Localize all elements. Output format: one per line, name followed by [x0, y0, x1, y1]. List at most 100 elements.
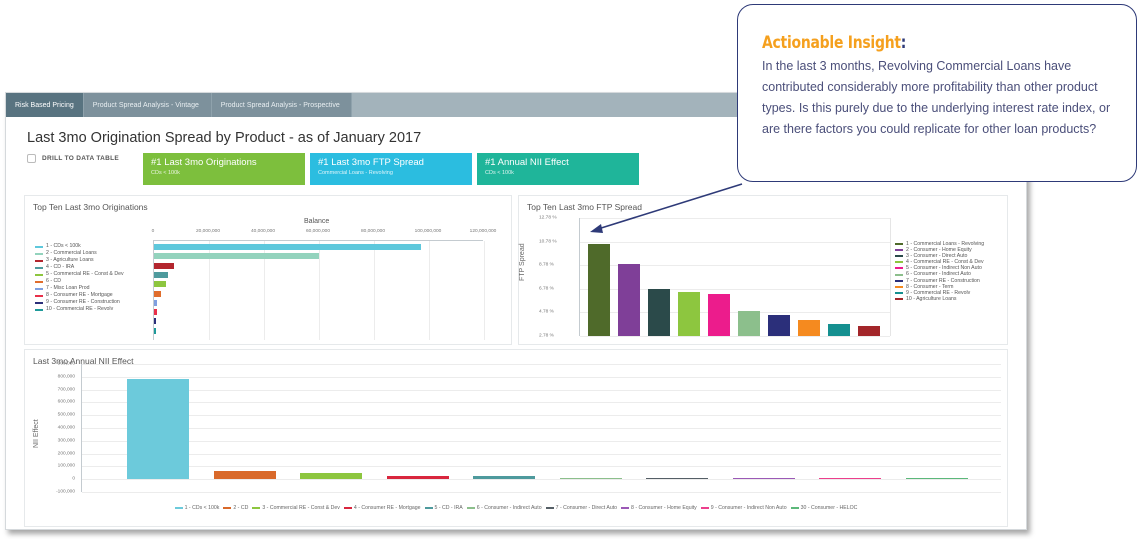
legend-label: 8 - Consumer RE - Mortgage — [46, 292, 113, 298]
legend-item[interactable]: 2 - Commercial Loans — [35, 250, 124, 257]
legend-item[interactable]: 4 - CD - IRA — [35, 264, 124, 271]
legend-swatch-icon — [35, 280, 43, 283]
chart-legend: 1 - CDs < 100k 2 - Commercial Loans 3 - Ag… — [35, 243, 124, 313]
legend-item[interactable]: 4 - Consumer RE - Mortgage — [343, 505, 421, 511]
plot-area — [81, 364, 1001, 493]
legend-item[interactable]: 5 - Commercial RE - Const & Dev — [35, 271, 124, 278]
drill-to-data-table-checkbox[interactable]: DRILL TO DATA TABLE — [27, 154, 119, 163]
legend-item[interactable]: 8 - Consumer - Home Equity — [621, 505, 697, 511]
bar[interactable] — [154, 309, 157, 316]
legend-item[interactable]: 1 - CDs < 100k — [35, 243, 124, 250]
bar[interactable] — [154, 290, 162, 297]
bar[interactable] — [154, 318, 157, 325]
callout-title-text: Actionable Insight — [762, 33, 901, 53]
legend-item[interactable]: 2 - CD — [223, 505, 248, 511]
bar[interactable] — [858, 326, 880, 336]
callout-body: In the last 3 months, Revolving Commerci… — [762, 59, 1111, 136]
legend-item[interactable]: 3 - Commercial RE - Const & Dev — [252, 505, 340, 511]
gridline — [484, 241, 485, 340]
bar[interactable] — [738, 310, 760, 336]
bar[interactable] — [708, 294, 730, 336]
callout-title: Actionable Insight: — [762, 33, 1057, 53]
bar[interactable] — [386, 476, 449, 480]
tab-product-spread-prospective[interactable]: Product Spread Analysis - Prospective — [211, 93, 352, 117]
bar[interactable] — [154, 327, 157, 334]
legend-label: 9 - Commercial RE - Revolv — [906, 289, 971, 296]
legend-item[interactable]: 9 - Commercial RE - Revolv — [895, 290, 984, 296]
legend-label: 30 - Consumer - HELOC — [800, 505, 858, 511]
bar[interactable] — [300, 473, 362, 480]
gridline — [82, 466, 1001, 468]
bar[interactable] — [473, 476, 535, 480]
legend-item[interactable]: 2 - Consumer - Home Equity — [895, 247, 984, 253]
legend-item[interactable]: 7 - Misc Loan Prod — [35, 285, 124, 292]
kpi-ftp-spread[interactable]: #1 Last 3mo FTP Spread Commercial Loans … — [310, 153, 472, 185]
bar[interactable] — [154, 271, 169, 278]
legend-label: 6 - Consumer - Indirect Auto — [476, 505, 542, 511]
legend-item[interactable]: 10 - Agriculture Loans — [895, 296, 984, 302]
legend-item[interactable]: 1 - CDs < 100k — [174, 505, 219, 511]
legend-item[interactable]: 9 - Consumer RE - Construction — [35, 299, 124, 306]
legend-item[interactable]: 7 - Consumer - Direct Auto — [545, 505, 617, 511]
legend-item[interactable]: 4 - Commercial RE - Const & Dev — [895, 259, 984, 265]
kpi-title: #1 Last 3mo FTP Spread — [318, 157, 424, 168]
bar[interactable] — [905, 477, 968, 480]
legend-item[interactable]: 30 - Consumer - HELOC — [790, 505, 858, 511]
y-tick-label: 900,000 — [57, 361, 75, 367]
y-tick-label: 100,000 — [57, 463, 75, 469]
bar[interactable] — [127, 379, 189, 480]
legend-item[interactable]: 6 - CD — [35, 278, 124, 285]
legend-item[interactable]: 8 - Consumer - Term — [895, 284, 984, 290]
legend-item[interactable]: 10 - Commercial RE - Revolv — [35, 306, 124, 313]
tab-product-spread-vintage[interactable]: Product Spread Analysis - Vintage — [83, 93, 212, 117]
legend-item[interactable]: 3 - Consumer - Direct Auto — [895, 253, 984, 259]
bar[interactable] — [154, 281, 166, 288]
bar[interactable] — [154, 244, 421, 250]
gridline — [82, 440, 1001, 442]
gridline — [82, 389, 1001, 391]
bar[interactable] — [819, 477, 881, 480]
legend-swatch-icon — [895, 285, 903, 288]
legend-item[interactable]: 3 - Agriculture Loans — [35, 257, 124, 264]
bar[interactable] — [648, 288, 670, 336]
bar[interactable] — [559, 477, 622, 480]
bar[interactable] — [154, 253, 319, 260]
legend-item[interactable]: 5 - CD - IRA — [424, 505, 463, 511]
legend-swatch-icon — [35, 245, 43, 248]
bar[interactable] — [154, 262, 174, 269]
gridline — [209, 241, 210, 340]
legend-item[interactable]: 6 - Consumer - Indirect Auto — [895, 271, 984, 277]
bar[interactable] — [646, 477, 708, 480]
checkbox-icon[interactable] — [27, 154, 36, 163]
x-tick-label: 80,000,000 — [360, 229, 386, 234]
bar[interactable] — [154, 299, 158, 306]
chart-legend: 1 - Commercial Loans - Revolving 2 - Cons… — [895, 241, 984, 302]
bar[interactable] — [732, 477, 795, 480]
legend-item[interactable]: 5 - Consumer - Indirect Non Auto — [895, 265, 984, 271]
gridline — [319, 241, 320, 340]
x-tick-label: 20,000,000 — [195, 229, 221, 234]
bar[interactable] — [618, 263, 640, 336]
bar[interactable] — [828, 323, 850, 336]
legend-label: 6 - CD — [46, 278, 61, 284]
legend-item[interactable]: 8 - Consumer RE - Mortgage — [35, 292, 124, 299]
legend-item[interactable]: 7 - Consumer RE - Construction — [895, 278, 984, 284]
legend-label: 2 - Consumer - Home Equity — [906, 247, 972, 254]
bar[interactable] — [678, 292, 700, 336]
bar[interactable] — [588, 243, 610, 336]
legend-item[interactable]: 9 - Consumer - Indirect Non Auto — [700, 505, 787, 511]
bar[interactable] — [768, 314, 790, 336]
y-tick-label: 300,000 — [57, 438, 75, 444]
kpi-originations[interactable]: #1 Last 3mo Originations CDs < 100k — [143, 153, 305, 185]
kpi-nii-effect[interactable]: #1 Annual NII Effect CDs < 100k — [477, 153, 639, 185]
gridline — [429, 241, 430, 340]
legend-swatch-icon — [895, 297, 903, 300]
x-tick-label: 40,000,000 — [250, 229, 276, 234]
bar[interactable] — [798, 320, 820, 336]
legend-item[interactable]: 6 - Consumer - Indirect Auto — [466, 505, 542, 511]
bar[interactable] — [213, 470, 276, 480]
tab-risk-based-pricing[interactable]: Risk Based Pricing — [6, 93, 84, 117]
gridline — [82, 479, 1001, 481]
legend-item[interactable]: 1 - Commercial Loans - Revolving — [895, 241, 984, 247]
legend-swatch-icon — [343, 507, 352, 509]
